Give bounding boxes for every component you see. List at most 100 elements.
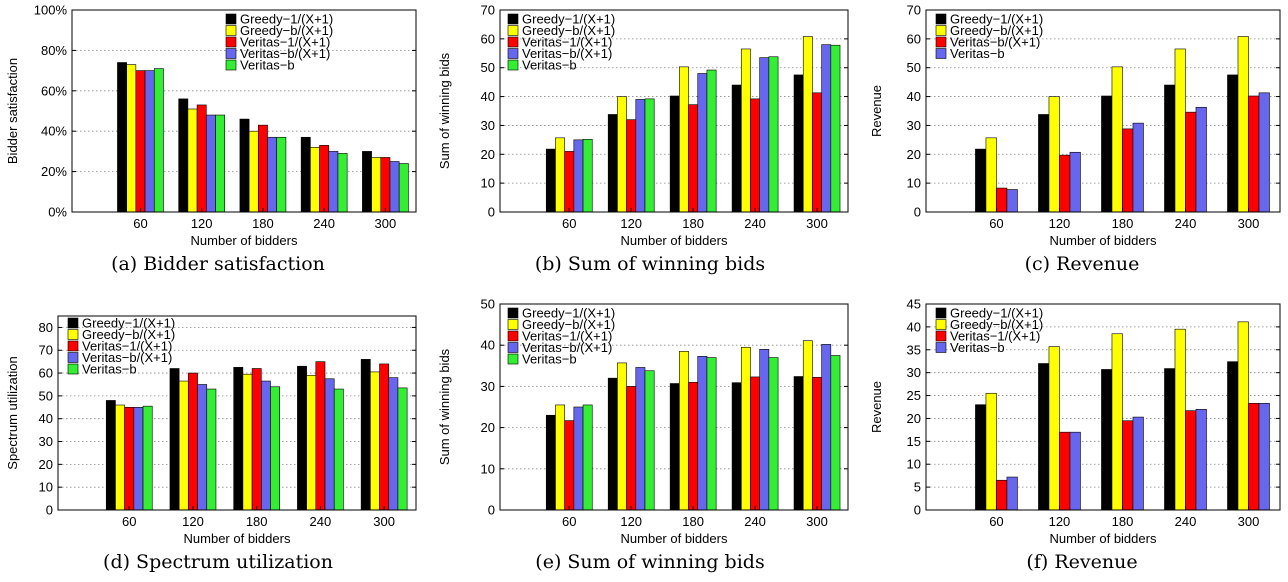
legend-swatch [935,48,947,59]
bar [337,153,348,213]
y-tick-label: 60 [481,31,495,46]
legend-swatch [935,319,947,330]
bar [248,130,259,213]
plot-frame [499,303,849,511]
x-tick-label: 60 [122,514,136,529]
bar [215,114,225,213]
legend-label: Veritas−b [240,58,295,73]
bar [300,136,311,213]
y-tick-label: 50 [481,60,495,75]
bar [617,362,627,511]
y-tick-label: 80 [39,320,53,335]
x-axis-label: Number of bidders [621,233,728,248]
bar [388,377,399,511]
chart-sum-winning-bids-bottom: 0 10 20 30 40 50 60 120 180 240 300 Number of bidde… [437,297,849,546]
y-tick-label: 0% [48,205,67,220]
legend-swatch [507,48,519,59]
caption-c: (c) Revenue [1024,253,1140,275]
bar [1006,476,1018,511]
bar [975,404,987,511]
legend-swatch [67,340,79,352]
x-tick-label: 180 [682,514,704,529]
bar [115,404,125,511]
x-tick-label: 120 [182,514,204,529]
bar [768,357,779,511]
bar [260,380,271,511]
bar [239,118,250,213]
bar [1258,92,1270,213]
bar [1101,369,1113,511]
plot-frame [499,9,849,213]
legend-swatch [225,59,237,71]
y-tick-label: 30 [907,118,921,133]
bar [607,377,618,511]
bar [105,400,116,511]
y-tick-label: 10 [907,176,921,191]
caption-f: (f) Revenue [1026,551,1138,573]
bar [1237,36,1249,213]
y-tick-label: 80% [41,43,67,58]
x-axis-label: Number of bidders [1050,233,1157,248]
legend-label: Veritas−b [950,340,1005,355]
legend-label: Veritas−1/(X+1) [522,329,612,344]
bar [1195,408,1207,511]
y-tick-label: 70 [907,3,921,18]
bar [555,137,565,213]
legend-label: Greedy−b/(X+1) [240,23,333,38]
legend-swatch [507,342,519,353]
bar [360,359,371,511]
y-tick-label: 0 [914,205,921,220]
bar [242,373,253,511]
bar [545,414,556,511]
legend-label: Greedy−1/(X+1) [950,306,1043,321]
legend-label: Greedy−1/(X+1) [240,12,333,27]
y-tick-label: 40 [39,411,53,426]
bar [759,349,770,511]
legend-swatch [935,307,947,319]
bar [178,380,189,511]
y-tick-label: 10 [39,480,53,495]
bar [812,377,822,511]
chart-spectrum-utilization: 0 10 20 30 40 50 60 70 80 60 120 180 240 300 Number of… [5,315,417,546]
x-axis-label: Number of bidders [1050,531,1157,546]
bar [187,108,198,213]
y-tick-label: 60 [907,31,921,46]
legend-label: Veritas−b/(X+1) [522,46,612,61]
y-tick-label: 20 [39,457,53,472]
legend-label: Greedy−b/(X+1) [950,317,1043,332]
legend-swatch [225,13,237,25]
bar [1069,151,1081,213]
legend-label: Greedy−1/(X+1) [522,12,615,27]
bar [644,370,655,511]
bar [545,148,556,213]
legend-label: Veritas−b [950,46,1005,61]
chart-revenue-top: 0 10 20 30 40 50 60 70 60 120 180 240 300 Number of b… [869,3,1281,248]
bar [1038,363,1050,511]
y-tick-label: 60 [39,366,53,381]
caption-d: (d) Spectrum utilization [103,551,333,573]
legend-label: Veritas−b [522,58,577,73]
legend-label: Veritas−b/(X+1) [950,35,1040,50]
bar [821,344,832,511]
legend-label: Greedy−b/(X+1) [950,23,1043,38]
bar [133,406,144,511]
bar [205,114,216,213]
bar [1227,361,1239,511]
y-tick-label: 20 [907,147,921,162]
x-axis-label: Number of bidders [621,531,728,546]
legend-swatch [507,25,519,36]
bar [380,157,391,213]
bar [617,96,627,213]
bar [1164,368,1176,511]
bar [1101,95,1113,213]
bar [669,383,680,511]
y-tick-label: 40 [907,89,921,104]
bar [793,376,804,511]
bar [144,70,155,213]
legend-swatch [507,36,519,48]
chart-panel-c: 0 10 20 30 40 50 60 70 60 120 180 240 300 Number of b… [864,0,1284,253]
bar [740,346,751,511]
bar [582,138,593,213]
legend-swatch [507,59,519,71]
y-tick-label: 10 [481,176,495,191]
